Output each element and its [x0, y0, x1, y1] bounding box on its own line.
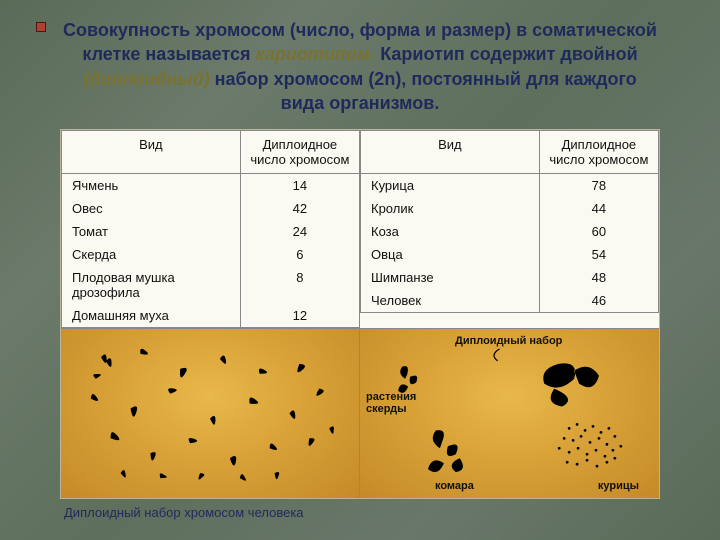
header-count: Диплоидное число хромосом — [240, 131, 359, 174]
table-row: Плодовая мушка дрозофила 8 — [62, 266, 360, 304]
table-header-row: Вид Диплоидное число хромосом — [361, 131, 659, 174]
table-header-row: Вид Диплоидное число хромосом — [62, 131, 360, 174]
cell-count: 60 — [539, 220, 658, 243]
title-emphasis-diploid: (диплоидный) — [83, 69, 209, 89]
human-chromosomes-image — [61, 329, 360, 498]
label-mosquito: комара — [435, 480, 474, 492]
slide-bullet — [36, 22, 46, 32]
cell-species: Ячмень — [62, 174, 241, 198]
cell-species: Домашняя муха — [62, 304, 241, 328]
table-row: Кролик 44 — [361, 197, 659, 220]
cell-species: Курица — [361, 174, 540, 198]
cell-count: 46 — [539, 289, 658, 313]
table-row: Человек 46 — [361, 289, 659, 313]
cell-species: Скерда — [62, 243, 241, 266]
table-row: Овес 42 — [62, 197, 360, 220]
cell-species: Коза — [361, 220, 540, 243]
title-text-2: Кариотип содержит двойной — [380, 44, 637, 64]
cell-species: Овес — [62, 197, 241, 220]
table-row: Скерда 6 — [62, 243, 360, 266]
species-chromosomes-image: Диплоидный набор — [360, 329, 659, 498]
cell-species: Кролик — [361, 197, 540, 220]
figure: Вид Диплоидное число хромосом Ячмень 14 … — [60, 129, 660, 499]
table-right: Вид Диплоидное число хромосом Курица 78 … — [360, 130, 659, 313]
cell-count: 12 — [240, 304, 359, 328]
table-row: Курица 78 — [361, 174, 659, 198]
cell-species: Человек — [361, 289, 540, 313]
table-row: Домашняя муха 12 — [62, 304, 360, 328]
cell-species: Овца — [361, 243, 540, 266]
table-left: Вид Диплоидное число хромосом Ячмень 14 … — [61, 130, 360, 328]
cell-count: 78 — [539, 174, 658, 198]
cell-count: 54 — [539, 243, 658, 266]
header-species: Вид — [361, 131, 540, 174]
title-emphasis-karyotype: кариотипом. — [256, 44, 376, 64]
table-row: Ячмень 14 — [62, 174, 360, 198]
title-paragraph: Совокупность хромосом (число, форма и ра… — [60, 18, 660, 115]
cell-count: 14 — [240, 174, 359, 198]
table-row: Томат 24 — [62, 220, 360, 243]
label-plant: растения скерды — [366, 391, 426, 415]
title-text-3: набор хромосом (2n), постоянный для кажд… — [215, 69, 637, 113]
chromosome-table: Вид Диплоидное число хромосом Ячмень 14 … — [61, 130, 659, 328]
cell-species: Плодовая мушка дрозофила — [62, 266, 241, 304]
cell-species: Томат — [62, 220, 241, 243]
table-row: Коза 60 — [361, 220, 659, 243]
slide: Совокупность хромосом (число, форма и ра… — [0, 0, 720, 540]
figure-caption: Диплоидный набор хромосом человека — [64, 505, 660, 520]
header-species: Вид — [62, 131, 241, 174]
cell-species: Шимпанзе — [361, 266, 540, 289]
cell-count: 24 — [240, 220, 359, 243]
cell-count: 6 — [240, 243, 359, 266]
table-row: Овца 54 — [361, 243, 659, 266]
header-count: Диплоидное число хромосом — [539, 131, 658, 174]
cell-count: 8 — [240, 266, 359, 304]
table-row: Шимпанзе 48 — [361, 266, 659, 289]
cell-count: 44 — [539, 197, 658, 220]
label-chicken: курицы — [598, 480, 639, 492]
cell-count: 48 — [539, 266, 658, 289]
cell-count: 42 — [240, 197, 359, 220]
chromosome-images: Диплоидный набор — [61, 328, 659, 498]
human-chromosomes-svg — [61, 329, 359, 498]
